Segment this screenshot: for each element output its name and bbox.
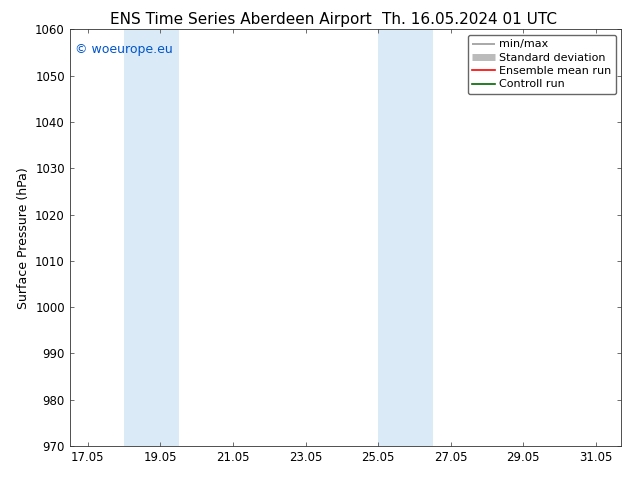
- Legend: min/max, Standard deviation, Ensemble mean run, Controll run: min/max, Standard deviation, Ensemble me…: [468, 35, 616, 94]
- Text: © woeurope.eu: © woeurope.eu: [75, 43, 173, 56]
- Text: Th. 16.05.2024 01 UTC: Th. 16.05.2024 01 UTC: [382, 12, 557, 27]
- Y-axis label: Surface Pressure (hPa): Surface Pressure (hPa): [16, 167, 30, 309]
- Bar: [378, 29, 432, 446]
- Bar: [124, 29, 179, 446]
- Text: ENS Time Series Aberdeen Airport: ENS Time Series Aberdeen Airport: [110, 12, 372, 27]
